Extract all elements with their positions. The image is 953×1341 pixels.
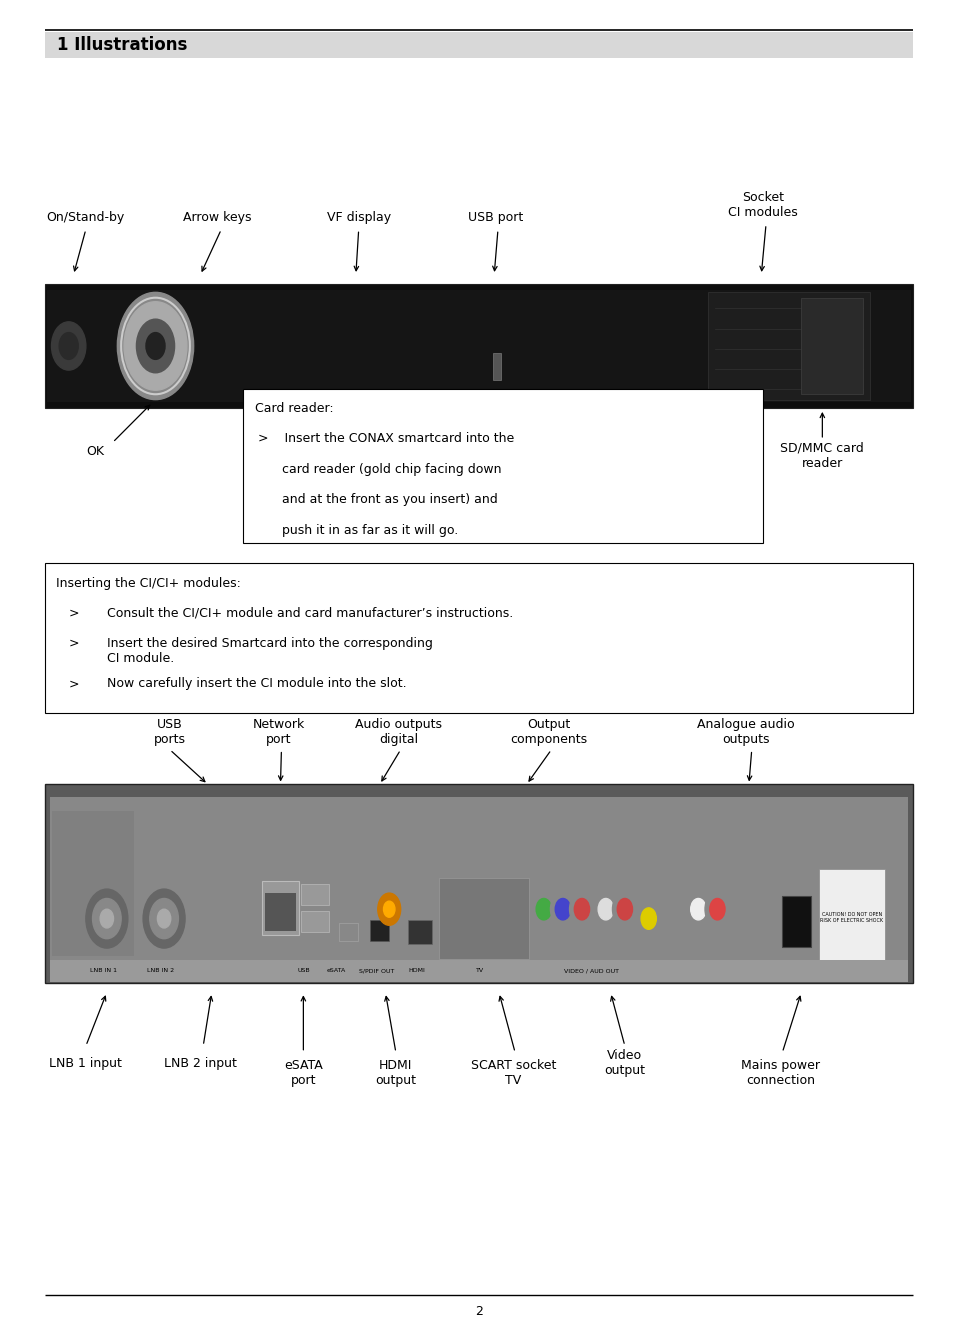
Text: VIDEO / AUD OUT: VIDEO / AUD OUT bbox=[563, 968, 618, 974]
Circle shape bbox=[536, 898, 551, 920]
Text: LNB 1 input: LNB 1 input bbox=[50, 1057, 122, 1070]
Text: USB: USB bbox=[296, 968, 310, 974]
Text: USB port: USB port bbox=[468, 211, 523, 224]
Bar bbox=[45, 284, 912, 408]
Circle shape bbox=[550, 892, 575, 927]
Text: push it in as far as it will go.: push it in as far as it will go. bbox=[257, 524, 457, 538]
Circle shape bbox=[59, 333, 78, 359]
Bar bbox=[408, 920, 432, 944]
Text: USB
ports: USB ports bbox=[153, 719, 186, 746]
Circle shape bbox=[86, 889, 128, 948]
Circle shape bbox=[640, 908, 656, 929]
Circle shape bbox=[143, 889, 185, 948]
Bar bbox=[707, 292, 869, 400]
Circle shape bbox=[617, 898, 632, 920]
Bar bbox=[50, 960, 907, 982]
Text: Socket
CI modules: Socket CI modules bbox=[727, 192, 798, 219]
Text: Now carefully insert the CI module into the slot.: Now carefully insert the CI module into … bbox=[107, 677, 406, 691]
Text: Analogue audio
outputs: Analogue audio outputs bbox=[697, 719, 794, 746]
Bar bbox=[801, 298, 862, 394]
Text: >: > bbox=[69, 606, 79, 620]
Circle shape bbox=[124, 302, 187, 390]
Text: Arrow keys: Arrow keys bbox=[183, 211, 252, 224]
Circle shape bbox=[150, 898, 178, 939]
Bar bbox=[438, 878, 529, 959]
Text: >    Insert the CONAX smartcard into the: > Insert the CONAX smartcard into the bbox=[257, 432, 514, 445]
Circle shape bbox=[704, 892, 729, 927]
Circle shape bbox=[51, 322, 86, 370]
Text: Inserting the CI/CI+ modules:: Inserting the CI/CI+ modules: bbox=[56, 577, 241, 590]
Circle shape bbox=[531, 892, 556, 927]
Circle shape bbox=[593, 892, 618, 927]
Circle shape bbox=[709, 898, 724, 920]
Text: eSATA: eSATA bbox=[326, 968, 345, 974]
Text: Output
components: Output components bbox=[510, 719, 586, 746]
Bar bbox=[243, 389, 762, 543]
Circle shape bbox=[685, 892, 710, 927]
Circle shape bbox=[92, 898, 121, 939]
Text: eSATA
port: eSATA port bbox=[284, 1059, 322, 1086]
Bar bbox=[818, 869, 884, 966]
Text: TV: TV bbox=[476, 968, 483, 974]
Text: On/Stand-by: On/Stand-by bbox=[47, 211, 125, 224]
Bar bbox=[45, 563, 912, 713]
Text: card reader (gold chip facing down: card reader (gold chip facing down bbox=[257, 463, 500, 476]
Circle shape bbox=[157, 909, 171, 928]
Circle shape bbox=[574, 898, 589, 920]
Circle shape bbox=[117, 292, 193, 400]
Bar bbox=[262, 881, 298, 935]
Text: Insert the desired Smartcard into the corresponding
CI module.: Insert the desired Smartcard into the co… bbox=[107, 637, 433, 665]
Text: and at the front as you insert) and: and at the front as you insert) and bbox=[257, 493, 497, 507]
Text: VF display: VF display bbox=[326, 211, 391, 224]
Text: SD/MMC card
reader: SD/MMC card reader bbox=[780, 443, 863, 469]
Circle shape bbox=[136, 319, 174, 373]
Text: HDMI: HDMI bbox=[408, 968, 425, 974]
Text: HDMI
output: HDMI output bbox=[375, 1059, 416, 1086]
Circle shape bbox=[377, 893, 400, 925]
Circle shape bbox=[100, 909, 113, 928]
Text: S/PDIF OUT: S/PDIF OUT bbox=[358, 968, 395, 974]
Bar bbox=[52, 811, 133, 956]
Circle shape bbox=[636, 901, 660, 936]
Text: Card reader:: Card reader: bbox=[254, 402, 333, 416]
Text: Audio outputs
digital: Audio outputs digital bbox=[355, 719, 442, 746]
Text: >: > bbox=[69, 677, 79, 691]
Text: Consult the CI/CI+ module and card manufacturer’s instructions.: Consult the CI/CI+ module and card manuf… bbox=[107, 606, 513, 620]
Circle shape bbox=[146, 333, 165, 359]
Bar bbox=[370, 920, 389, 941]
Text: >: > bbox=[69, 637, 79, 650]
Text: LNB IN 1: LNB IN 1 bbox=[90, 968, 116, 974]
Circle shape bbox=[555, 898, 570, 920]
Text: Network
port: Network port bbox=[253, 719, 304, 746]
Bar bbox=[47, 290, 910, 402]
Text: LNB 2 input: LNB 2 input bbox=[164, 1057, 236, 1070]
Text: Mains power
connection: Mains power connection bbox=[740, 1059, 819, 1086]
Circle shape bbox=[690, 898, 705, 920]
Text: 2: 2 bbox=[475, 1305, 482, 1318]
Text: 1 Illustrations: 1 Illustrations bbox=[57, 36, 188, 54]
Bar bbox=[50, 797, 907, 975]
Bar bbox=[781, 896, 810, 947]
Text: OK: OK bbox=[87, 445, 104, 459]
Bar bbox=[300, 911, 329, 932]
Bar bbox=[265, 893, 295, 931]
Bar bbox=[493, 353, 500, 380]
Text: SCART socket
TV: SCART socket TV bbox=[470, 1059, 556, 1086]
Text: LNB IN 2: LNB IN 2 bbox=[147, 968, 173, 974]
Circle shape bbox=[569, 892, 594, 927]
Bar bbox=[338, 923, 357, 941]
Text: CAUTION! DO NOT OPEN
RISK OF ELECTRIC SHOCK: CAUTION! DO NOT OPEN RISK OF ELECTRIC SH… bbox=[820, 912, 882, 923]
Circle shape bbox=[612, 892, 637, 927]
Bar bbox=[45, 32, 912, 58]
Circle shape bbox=[598, 898, 613, 920]
Text: Video
output: Video output bbox=[604, 1050, 644, 1077]
Circle shape bbox=[383, 901, 395, 917]
Bar bbox=[45, 784, 912, 983]
Bar bbox=[300, 884, 329, 905]
